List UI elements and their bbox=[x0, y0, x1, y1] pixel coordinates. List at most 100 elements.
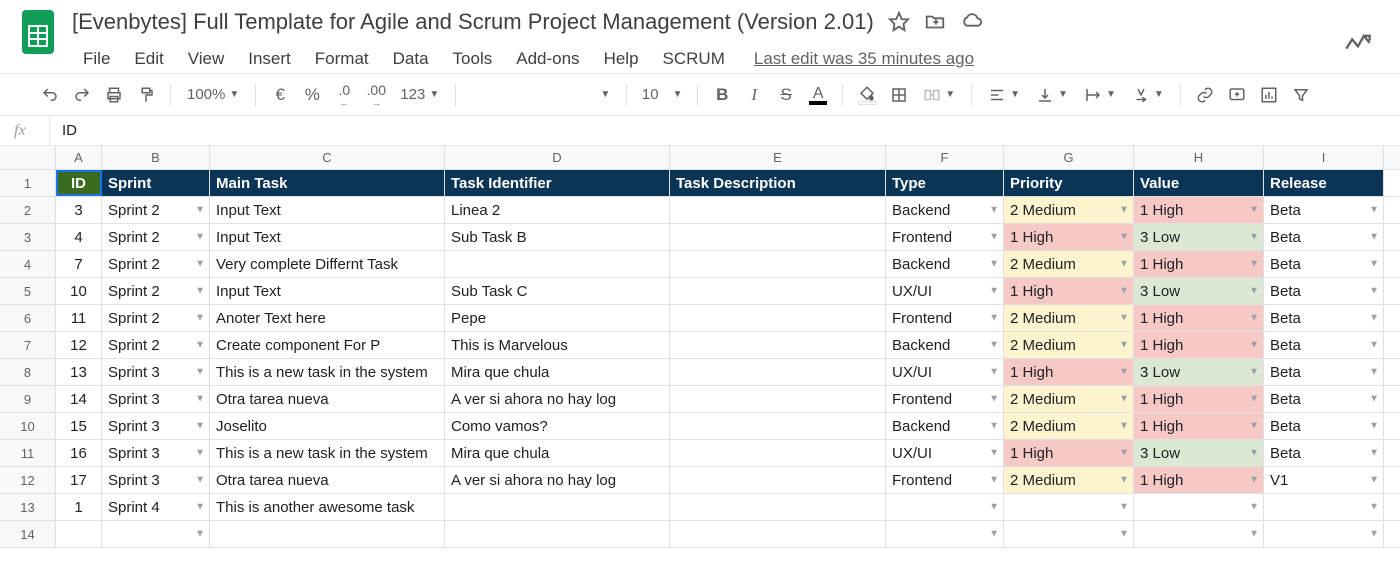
cell-value[interactable]: 1 High▼ bbox=[1134, 467, 1264, 493]
cell-id[interactable]: 3 bbox=[56, 197, 102, 223]
cell-sprint[interactable]: Sprint 3▼ bbox=[102, 467, 210, 493]
cell-main-task[interactable]: This is another awesome task bbox=[210, 494, 445, 520]
insert-chart-button[interactable] bbox=[1255, 80, 1283, 110]
dropdown-caret-icon[interactable]: ▼ bbox=[989, 367, 999, 378]
dropdown-caret-icon[interactable]: ▼ bbox=[989, 313, 999, 324]
dropdown-caret-icon[interactable]: ▼ bbox=[1249, 367, 1259, 378]
cell-task-description[interactable] bbox=[670, 359, 886, 385]
cell-sprint[interactable]: Sprint 3▼ bbox=[102, 440, 210, 466]
cell-type[interactable]: Backend▼ bbox=[886, 197, 1004, 223]
cell-priority[interactable]: 2 Medium▼ bbox=[1004, 413, 1134, 439]
insert-comment-button[interactable] bbox=[1223, 80, 1251, 110]
cell-release[interactable]: Beta▼ bbox=[1264, 413, 1384, 439]
dropdown-caret-icon[interactable]: ▼ bbox=[989, 205, 999, 216]
menu-addons[interactable]: Add-ons bbox=[505, 45, 590, 73]
zoom-select[interactable]: 100%▼ bbox=[181, 86, 245, 103]
cell-value[interactable]: 1 High▼ bbox=[1134, 251, 1264, 277]
dropdown-caret-icon[interactable]: ▼ bbox=[989, 421, 999, 432]
cell-priority[interactable]: 2 Medium▼ bbox=[1004, 332, 1134, 358]
dropdown-caret-icon[interactable]: ▼ bbox=[1119, 394, 1129, 405]
cell-task-identifier[interactable] bbox=[445, 251, 670, 277]
dropdown-caret-icon[interactable]: ▼ bbox=[1249, 502, 1259, 513]
move-folder-icon[interactable] bbox=[924, 11, 946, 33]
dropdown-caret-icon[interactable]: ▼ bbox=[195, 502, 205, 513]
dropdown-caret-icon[interactable]: ▼ bbox=[1119, 502, 1129, 513]
dropdown-caret-icon[interactable]: ▼ bbox=[195, 529, 205, 540]
cell-priority[interactable]: ▼ bbox=[1004, 494, 1134, 520]
header-task-identifier[interactable]: Task Identifier bbox=[445, 170, 670, 196]
column-header-F[interactable]: F bbox=[886, 146, 1004, 169]
cell-sprint[interactable]: ▼ bbox=[102, 521, 210, 547]
row-header[interactable]: 12 bbox=[0, 467, 56, 493]
cell-release[interactable]: Beta▼ bbox=[1264, 386, 1384, 412]
cell-task-identifier[interactable]: Sub Task C bbox=[445, 278, 670, 304]
dropdown-caret-icon[interactable]: ▼ bbox=[1249, 286, 1259, 297]
cell-id[interactable]: 10 bbox=[56, 278, 102, 304]
cell-task-description[interactable] bbox=[670, 413, 886, 439]
cell-id[interactable]: 11 bbox=[56, 305, 102, 331]
cell-release[interactable]: Beta▼ bbox=[1264, 359, 1384, 385]
cell-priority[interactable]: 2 Medium▼ bbox=[1004, 305, 1134, 331]
dropdown-caret-icon[interactable]: ▼ bbox=[1119, 421, 1129, 432]
cell-task-identifier[interactable] bbox=[445, 494, 670, 520]
cell-main-task[interactable]: Otra tarea nueva bbox=[210, 467, 445, 493]
cell-sprint[interactable]: Sprint 2▼ bbox=[102, 332, 210, 358]
column-header-I[interactable]: I bbox=[1264, 146, 1384, 169]
dropdown-caret-icon[interactable]: ▼ bbox=[1249, 205, 1259, 216]
cell-id[interactable]: 14 bbox=[56, 386, 102, 412]
cell-value[interactable]: 1 High▼ bbox=[1134, 386, 1264, 412]
dropdown-caret-icon[interactable]: ▼ bbox=[989, 529, 999, 540]
dropdown-caret-icon[interactable]: ▼ bbox=[1119, 340, 1129, 351]
cell-task-identifier[interactable]: Linea 2 bbox=[445, 197, 670, 223]
row-header[interactable]: 14 bbox=[0, 521, 56, 547]
cell-task-identifier[interactable] bbox=[445, 521, 670, 547]
cell-main-task[interactable]: Create component For P bbox=[210, 332, 445, 358]
cell-release[interactable]: Beta▼ bbox=[1264, 278, 1384, 304]
column-header-G[interactable]: G bbox=[1004, 146, 1134, 169]
cell-task-identifier[interactable]: Como vamos? bbox=[445, 413, 670, 439]
cell-main-task[interactable]: Joselito bbox=[210, 413, 445, 439]
cell-task-identifier[interactable]: A ver si ahora no hay log bbox=[445, 467, 670, 493]
formula-input[interactable] bbox=[50, 116, 1400, 145]
dropdown-caret-icon[interactable]: ▼ bbox=[1119, 529, 1129, 540]
cell-type[interactable]: Backend▼ bbox=[886, 413, 1004, 439]
activity-icon[interactable] bbox=[1344, 8, 1382, 58]
dropdown-caret-icon[interactable]: ▼ bbox=[1119, 286, 1129, 297]
dropdown-caret-icon[interactable]: ▼ bbox=[989, 394, 999, 405]
column-header-H[interactable]: H bbox=[1134, 146, 1264, 169]
dropdown-caret-icon[interactable]: ▼ bbox=[195, 340, 205, 351]
cell-task-identifier[interactable]: This is Marvelous bbox=[445, 332, 670, 358]
redo-button[interactable] bbox=[68, 80, 96, 110]
cell-release[interactable]: Beta▼ bbox=[1264, 440, 1384, 466]
cell-release[interactable]: Beta▼ bbox=[1264, 251, 1384, 277]
star-icon[interactable] bbox=[888, 11, 910, 33]
cell-sprint[interactable]: Sprint 3▼ bbox=[102, 386, 210, 412]
font-family-select[interactable]: ▼ bbox=[466, 89, 616, 100]
cell-main-task[interactable]: Input Text bbox=[210, 278, 445, 304]
cell-type[interactable]: Backend▼ bbox=[886, 332, 1004, 358]
row-header[interactable]: 4 bbox=[0, 251, 56, 277]
insert-link-button[interactable] bbox=[1191, 80, 1219, 110]
document-title[interactable]: [Evenbytes] Full Template for Agile and … bbox=[72, 9, 874, 35]
text-wrap-button[interactable]: ▼ bbox=[1078, 86, 1122, 104]
merge-cells-button[interactable]: ▼ bbox=[917, 86, 961, 104]
cell-task-description[interactable] bbox=[670, 305, 886, 331]
dropdown-caret-icon[interactable]: ▼ bbox=[1369, 448, 1379, 459]
cell-id[interactable]: 15 bbox=[56, 413, 102, 439]
cell-sprint[interactable]: Sprint 2▼ bbox=[102, 224, 210, 250]
cell-id[interactable] bbox=[56, 521, 102, 547]
cell-priority[interactable]: 1 High▼ bbox=[1004, 278, 1134, 304]
menu-data[interactable]: Data bbox=[382, 45, 440, 73]
cell-id[interactable]: 13 bbox=[56, 359, 102, 385]
fill-color-button[interactable] bbox=[853, 80, 881, 110]
cell-release[interactable]: ▼ bbox=[1264, 494, 1384, 520]
cell-priority[interactable]: 2 Medium▼ bbox=[1004, 197, 1134, 223]
dropdown-caret-icon[interactable]: ▼ bbox=[195, 232, 205, 243]
row-header[interactable]: 5 bbox=[0, 278, 56, 304]
cell-type[interactable]: Frontend▼ bbox=[886, 305, 1004, 331]
cell-type[interactable]: Frontend▼ bbox=[886, 224, 1004, 250]
header-value[interactable]: Value bbox=[1134, 170, 1264, 196]
horizontal-align-button[interactable]: ▼ bbox=[982, 86, 1026, 104]
cell-type[interactable]: UX/UI▼ bbox=[886, 278, 1004, 304]
cell-release[interactable]: Beta▼ bbox=[1264, 305, 1384, 331]
